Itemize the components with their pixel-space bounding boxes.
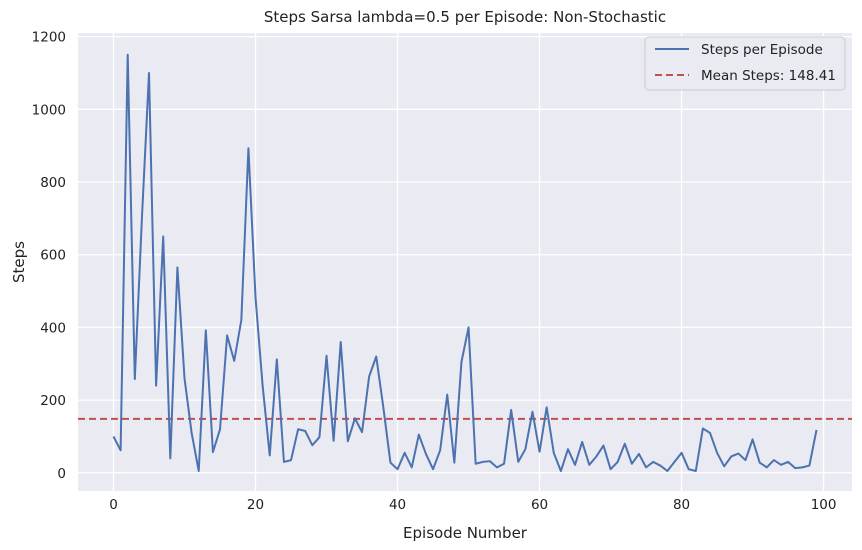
x-tick-label: 60: [531, 497, 548, 513]
y-axis-title: Steps: [10, 241, 28, 283]
steps-series-line: [112, 53, 818, 473]
x-tick-label: 100: [811, 497, 837, 513]
series-layer: [112, 53, 818, 473]
y-tick-label: 1000: [32, 102, 66, 118]
y-tick-label: 800: [40, 175, 66, 191]
y-tick-label: 1200: [32, 30, 66, 46]
y-tick-label: 0: [57, 466, 66, 482]
legend-box: [644, 36, 846, 91]
legend: Steps per Episode Mean Steps: 148.41: [644, 36, 846, 91]
y-tick-label: 400: [40, 320, 66, 336]
y-tick-label: 200: [40, 393, 66, 409]
y-tick-label: 600: [40, 248, 66, 264]
x-tick-label: 40: [389, 497, 406, 513]
x-tick-label: 80: [673, 497, 690, 513]
legend-steps-label: Steps per Episode: [701, 42, 823, 58]
plot-background: [78, 33, 852, 491]
x-axis-title: Episode Number: [403, 524, 528, 542]
x-tick-label: 20: [247, 497, 264, 513]
x-tick-labels: 0 20 40 60 80 100: [109, 497, 836, 513]
legend-mean-label: Mean Steps: 148.41: [701, 68, 836, 84]
x-tick-label: 0: [109, 497, 118, 513]
chart-title: Steps Sarsa lambda=0.5 per Episode: Non-…: [264, 8, 666, 26]
y-tick-labels: 0 200 400 600 800 1000 1200: [32, 30, 66, 482]
